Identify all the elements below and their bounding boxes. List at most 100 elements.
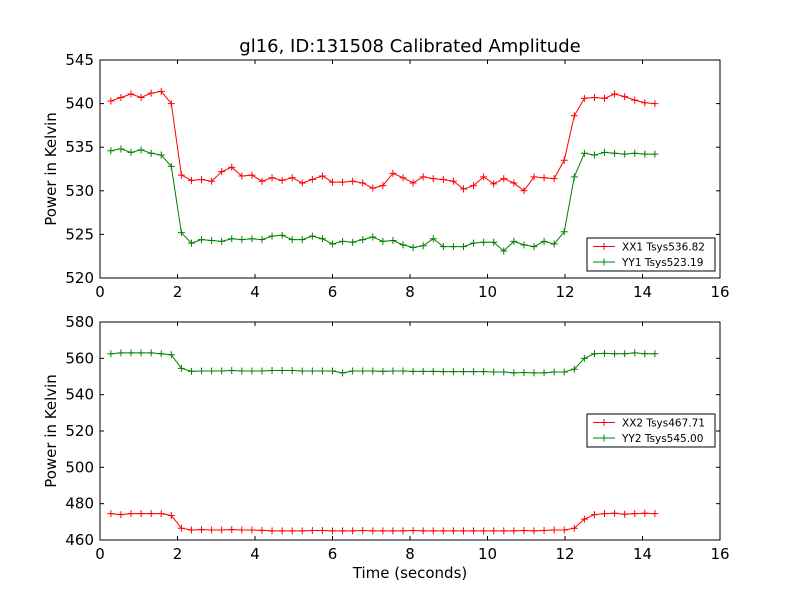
data-point: [530, 527, 538, 535]
data-point: [208, 237, 216, 245]
data-point: [339, 178, 347, 186]
data-point: [288, 174, 296, 182]
y-tick-label: 460: [65, 531, 94, 549]
x-tick-label: 0: [95, 283, 105, 301]
data-point: [490, 368, 498, 376]
data-point: [459, 243, 467, 251]
data-point: [641, 150, 649, 158]
data-point: [359, 179, 367, 187]
legend-label: XX2 Tsys467.71: [622, 418, 705, 430]
top-panel: 0 2 4 6 8 10 12 14 16 520 525 530 535 540 545 Power in …: [42, 51, 730, 301]
data-point: [570, 524, 578, 532]
data-point: [278, 231, 286, 239]
data-point: [389, 237, 397, 245]
data-point: [429, 527, 437, 535]
data-point: [409, 179, 417, 187]
data-point: [490, 180, 498, 188]
data-point: [359, 367, 367, 375]
legend-label: YY2 Tsys545.00: [621, 433, 703, 445]
data-point: [429, 175, 437, 183]
data-point: [520, 527, 528, 535]
data-point: [480, 527, 488, 535]
data-point: [157, 87, 165, 95]
data-point: [590, 350, 598, 358]
data-point: [379, 237, 387, 245]
data-point: [318, 527, 326, 535]
data-point: [520, 369, 528, 377]
data-point: [218, 168, 226, 176]
data-point: [419, 527, 427, 535]
data-point: [117, 511, 125, 519]
data-point: [187, 176, 195, 184]
data-point: [631, 349, 639, 357]
data-point: [500, 368, 508, 376]
y-tick-label: 520: [65, 269, 94, 287]
data-point: [208, 367, 216, 375]
data-point: [429, 235, 437, 243]
data-point: [459, 185, 467, 193]
data-point: [228, 367, 236, 375]
data-point: [580, 94, 588, 102]
data-point: [127, 510, 135, 518]
data-point: [580, 354, 588, 362]
legend-box: [586, 237, 716, 272]
data-point: [550, 175, 558, 183]
data-point: [298, 527, 306, 535]
y-tick-label: 530: [65, 182, 94, 200]
x-tick-label: 2: [173, 283, 183, 301]
data-point: [288, 236, 296, 244]
data-point: [550, 526, 558, 534]
data-point: [651, 510, 659, 518]
data-point: [258, 236, 266, 244]
data-point: [218, 237, 226, 245]
data-point: [308, 367, 316, 375]
data-point: [560, 368, 568, 376]
data-point: [530, 173, 538, 181]
data-point: [147, 149, 155, 157]
data-point: [339, 237, 347, 245]
data-point: [157, 151, 165, 159]
data-point: [621, 350, 629, 358]
data-point: [127, 148, 135, 156]
data-point: [318, 172, 326, 180]
data-point: [137, 93, 145, 101]
data-point: [228, 526, 236, 534]
data-point: [601, 349, 609, 357]
x-tick-label: 12: [555, 545, 574, 563]
data-point: [419, 173, 427, 181]
data-point: [208, 526, 216, 534]
data-point: [480, 173, 488, 181]
data-point: [409, 367, 417, 375]
y-tick-label: 545: [65, 51, 94, 69]
data-point: [540, 237, 548, 245]
data-point: [288, 527, 296, 535]
data-point: [470, 368, 478, 376]
data-point: [490, 238, 498, 246]
legend-marker: [600, 243, 608, 250]
data-point: [278, 527, 286, 535]
data-point: [208, 177, 216, 185]
data-point: [500, 175, 508, 183]
data-point: [318, 235, 326, 243]
x-tick-label: 14: [633, 283, 652, 301]
y-tick-label: 580: [65, 313, 94, 331]
x-tick-label: 10: [478, 283, 497, 301]
y-tick-label: 560: [65, 349, 94, 367]
data-point: [198, 526, 206, 534]
data-point: [167, 351, 175, 359]
x-tick-label: 4: [250, 545, 260, 563]
data-point: [349, 367, 357, 375]
y-tick-label: 535: [65, 138, 94, 156]
data-point: [439, 175, 447, 183]
data-point: [389, 169, 397, 177]
data-point: [187, 367, 195, 375]
data-point: [570, 365, 578, 373]
data-point: [580, 149, 588, 157]
data-point: [238, 367, 246, 375]
data-point: [449, 177, 457, 185]
data-point: [459, 527, 467, 535]
series-2: [107, 145, 659, 255]
data-point: [611, 509, 619, 517]
